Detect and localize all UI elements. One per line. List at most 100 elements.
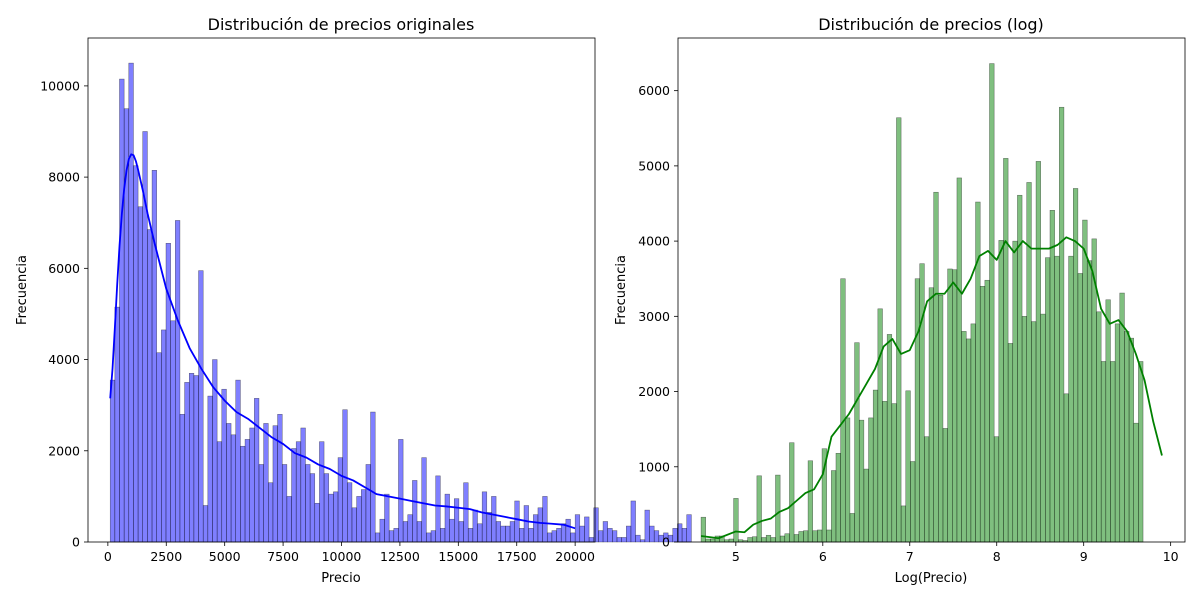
log-price-histogram-bar [938, 295, 944, 543]
price-y-tick-label: 10000 [40, 78, 80, 93]
price-histogram-bar [523, 505, 529, 543]
log-price-x-ticks: 5 6 7 8 9 10 [732, 542, 1179, 564]
log-price-histogram-bar [807, 460, 813, 543]
price-histogram-bar [365, 464, 371, 543]
log-price-histogram-bar [849, 513, 855, 543]
log-price-histogram-bar [1063, 393, 1069, 543]
log-price-x-tick-label: 10 [1163, 549, 1179, 564]
price-histogram-bar [230, 434, 236, 543]
log-price-histogram-bar [728, 538, 734, 543]
price-histogram-bar [537, 507, 543, 543]
price-histogram-bar [598, 530, 604, 543]
price-histogram-bar [319, 441, 325, 543]
log-price-histogram-bar [747, 537, 753, 543]
price-chart-title: Distribución de precios originales [208, 15, 475, 34]
price-histogram-bar [444, 493, 450, 543]
log-price-histogram-bar [1054, 255, 1060, 543]
price-histogram-bar [258, 464, 264, 543]
log-price-histogram-bar [1026, 182, 1032, 543]
log-price-histogram-bar [970, 323, 976, 543]
price-histogram-bar [449, 518, 455, 543]
log-price-histogram-bar [1012, 240, 1018, 543]
price-x-tick-label: 12500 [380, 549, 420, 564]
log-price-histogram-bar [979, 285, 986, 543]
log-price-histogram-bar [784, 533, 790, 543]
log-price-histogram-bar [1077, 273, 1083, 543]
price-histogram-bar [244, 439, 250, 543]
log-price-histogram-bar [1128, 337, 1134, 543]
log-price-histogram-bar [933, 191, 939, 543]
price-kde-line [109, 153, 576, 530]
log-price-histogram-bar [840, 278, 846, 543]
log-price-y-tick-label: 1000 [638, 459, 670, 474]
log-price-histogram-bar [751, 536, 758, 543]
price-histogram-bar [235, 379, 241, 543]
price-histogram-bar [351, 507, 357, 543]
log-price-y-tick-label: 4000 [638, 234, 670, 249]
price-histogram-bar [333, 491, 339, 543]
price-histogram-bar [216, 441, 223, 543]
price-histogram-bar [556, 528, 562, 543]
price-histogram-bar [463, 482, 469, 543]
price-y-ticks: 0 2000 4000 6000 8000 10000 [40, 78, 88, 550]
log-price-histogram-bar [831, 470, 837, 543]
price-histogram-bar [202, 505, 209, 543]
log-price-histogram-bar [942, 428, 948, 543]
price-histogram-bar [374, 532, 381, 543]
log-price-x-tick-label: 9 [1080, 549, 1088, 564]
price-histogram-bar [509, 521, 515, 543]
log-price-x-tick-label: 8 [993, 549, 1001, 564]
log-price-histogram-bar [984, 279, 990, 543]
log-price-histogram-bar [765, 534, 772, 543]
price-histogram-bar [323, 473, 329, 543]
price-histogram-bar [361, 489, 367, 543]
price-histogram-bar [426, 532, 432, 543]
log-price-kde-line [700, 236, 1163, 540]
log-price-histogram-bar [756, 475, 762, 543]
price-histogram-bar [295, 441, 302, 543]
price-histogram-bar [574, 514, 581, 543]
price-histogram-bar [193, 375, 199, 543]
log-price-histogram-bar [1110, 361, 1116, 543]
log-price-histogram-bar [705, 538, 711, 543]
price-histogram-bar [151, 170, 157, 543]
log-price-histogram-bar [1105, 299, 1111, 543]
price-histogram-bar [607, 528, 613, 543]
price-histogram-bar [551, 530, 557, 543]
log-price-histogram-chart: 5 6 7 8 9 10 0 1000 2000 3000 4000 5000 6000 Distri… [614, 15, 1186, 586]
price-histogram-bar [588, 537, 594, 543]
log-price-histogram-bar [863, 468, 869, 543]
log-price-histogram-bar [1059, 106, 1065, 543]
price-y-axis-label: Frecuencia [15, 255, 30, 325]
price-histogram-bar [458, 521, 464, 543]
price-histogram-bar [519, 528, 525, 543]
log-price-histogram-bar [1119, 292, 1125, 543]
price-histogram-bar [291, 448, 297, 543]
log-price-y-tick-label: 3000 [638, 309, 670, 324]
price-histogram-bar [686, 514, 692, 543]
log-price-histogram-bar [993, 436, 1000, 543]
price-histogram-bar [584, 516, 590, 543]
log-price-histogram-bar [770, 537, 776, 543]
price-histogram-bar [602, 521, 608, 543]
log-price-histogram-bar [1021, 316, 1027, 543]
price-histogram-bar [300, 427, 306, 543]
price-y-tick-label: 4000 [48, 352, 80, 367]
price-histogram-bar [486, 512, 492, 543]
price-histogram-bar [653, 530, 660, 543]
log-price-y-tick-label: 0 [662, 535, 670, 550]
log-price-histogram-bar [1003, 158, 1009, 543]
price-y-tick-label: 8000 [48, 170, 80, 185]
price-x-tick-label: 2500 [150, 549, 182, 564]
price-histogram-bar [356, 496, 362, 543]
log-price-histogram-bar [877, 308, 883, 543]
log-price-histogram-bar [998, 240, 1004, 543]
price-histogram-bar [249, 427, 255, 543]
price-x-tick-label: 7500 [267, 549, 299, 564]
price-histogram-bar [542, 496, 548, 543]
price-histogram-bar [565, 518, 571, 543]
price-x-tick-label: 20000 [555, 549, 595, 564]
price-histogram-bar [495, 521, 502, 543]
price-histogram-bar [472, 509, 478, 543]
